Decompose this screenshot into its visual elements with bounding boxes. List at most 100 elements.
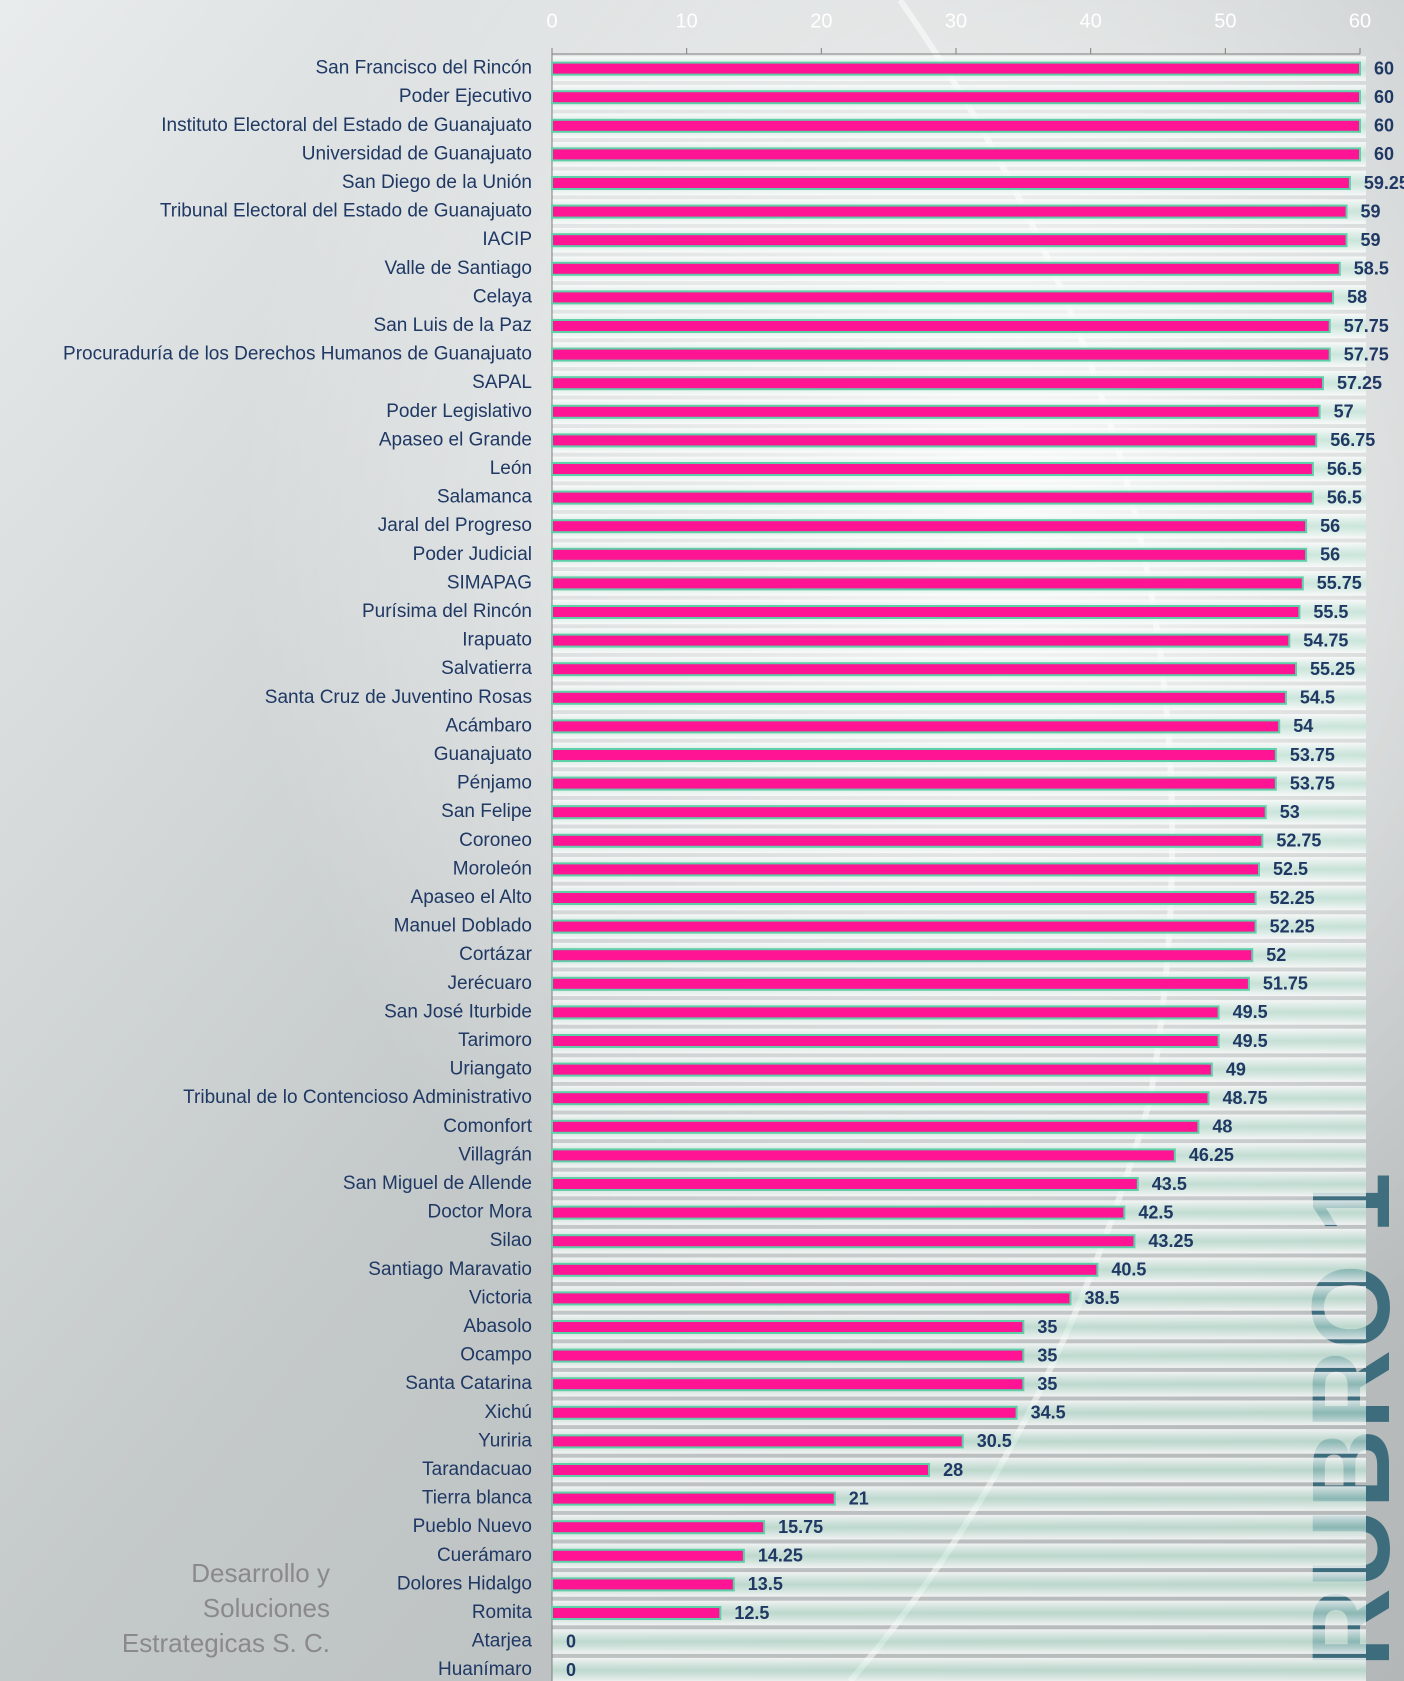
y-tick-label: Cortázar <box>459 944 533 965</box>
bar <box>551 1377 1025 1392</box>
y-tick-label: Silao <box>490 1230 532 1251</box>
value-label: 60 <box>1374 87 1394 107</box>
y-tick-label: Tribunal de lo Contencioso Administrativ… <box>183 1087 532 1108</box>
x-tick-label: 30 <box>945 10 967 32</box>
logo-line: Soluciones <box>203 1593 330 1623</box>
bar <box>551 662 1298 677</box>
value-label: 53.75 <box>1290 745 1335 765</box>
y-tick-label: Moroleón <box>453 858 532 879</box>
bar <box>551 1148 1176 1163</box>
y-tick-label: San Diego de la Unión <box>342 172 532 193</box>
y-tick-label: Instituto Electoral del Estado de Guanaj… <box>161 115 532 136</box>
value-label: 55.75 <box>1317 573 1362 593</box>
y-tick-label: SAPAL <box>472 372 532 393</box>
y-tick-label: Atarjea <box>472 1631 533 1652</box>
value-label: 56.5 <box>1327 487 1362 507</box>
bar <box>551 404 1321 419</box>
bar <box>551 376 1324 391</box>
value-label: 57 <box>1334 402 1354 422</box>
y-tick-label: Manuel Doblado <box>394 916 532 937</box>
bar <box>551 1577 735 1592</box>
y-tick-label: Procuraduría de los Derechos Humanos de … <box>63 344 532 365</box>
y-tick-label: IACIP <box>482 229 532 250</box>
bar <box>551 605 1301 619</box>
bar <box>551 805 1267 820</box>
y-tick-label: Salvatierra <box>441 658 532 679</box>
y-tick-label: Tribunal Electoral del Estado de Guanaju… <box>160 201 532 222</box>
y-tick-label: Romita <box>472 1602 533 1623</box>
x-tick-label: 40 <box>1080 10 1102 32</box>
row-band <box>552 1629 1366 1654</box>
value-label: 60 <box>1374 116 1394 136</box>
bar <box>551 1062 1213 1077</box>
value-label: 53.75 <box>1290 773 1335 793</box>
bar <box>551 1405 1018 1420</box>
value-label: 55.5 <box>1313 602 1348 622</box>
bar <box>551 1434 964 1449</box>
y-tick-label: San José Iturbide <box>384 1001 532 1022</box>
y-tick-label: Comonfort <box>443 1116 532 1137</box>
bar <box>551 233 1348 248</box>
y-tick-label: Xichú <box>484 1402 532 1423</box>
y-tick-label: Yuriria <box>478 1430 532 1451</box>
bar <box>551 1177 1139 1191</box>
y-tick-label: Coroneo <box>459 830 532 851</box>
y-tick-label: Poder Judicial <box>413 544 532 565</box>
bar <box>551 290 1335 305</box>
value-label: 55.25 <box>1310 659 1355 679</box>
y-tick-label: Santa Catarina <box>405 1373 532 1394</box>
value-label: 59 <box>1361 201 1381 221</box>
logo-line: Estrategicas S. C. <box>122 1628 330 1658</box>
y-tick-label: Santa Cruz de Juventino Rosas <box>265 687 532 708</box>
value-label: 0 <box>566 1631 576 1651</box>
y-tick-label: Doctor Mora <box>427 1202 532 1223</box>
logo-line: Desarrollo y <box>191 1558 330 1588</box>
y-tick-label: San Francisco del Rincón <box>316 58 533 79</box>
y-tick-label: Apaseo el Alto <box>411 887 532 908</box>
y-tick-label: Uriangato <box>450 1059 532 1080</box>
value-label: 56 <box>1320 516 1340 536</box>
value-label: 38.5 <box>1084 1288 1119 1308</box>
value-label: 60 <box>1374 58 1394 78</box>
bar <box>551 948 1254 963</box>
value-label: 35 <box>1037 1374 1057 1394</box>
value-label: 51.75 <box>1263 974 1308 994</box>
bar <box>551 261 1341 276</box>
y-tick-label: Pénjamo <box>457 773 532 794</box>
y-tick-label: Celaya <box>473 286 533 307</box>
value-label: 46.25 <box>1189 1145 1234 1165</box>
y-tick-label: San Felipe <box>441 801 532 822</box>
y-tick-label: SIMAPAG <box>447 572 532 593</box>
value-label: 15.75 <box>778 1517 823 1537</box>
y-tick-label: Purísima del Rincón <box>362 601 532 622</box>
bar <box>551 204 1348 219</box>
bar <box>551 748 1277 762</box>
value-label: 49.5 <box>1233 1031 1268 1051</box>
bar <box>551 147 1361 162</box>
value-label: 54.75 <box>1303 630 1348 650</box>
value-label: 56.5 <box>1327 459 1362 479</box>
bar <box>551 490 1314 505</box>
y-tick-label: Santiago Maravatio <box>368 1259 532 1280</box>
bar <box>551 891 1257 905</box>
bar <box>551 61 1361 76</box>
y-tick-label: Dolores Hidalgo <box>397 1573 532 1594</box>
bar <box>551 919 1257 934</box>
value-label: 54.5 <box>1300 688 1335 708</box>
bar <box>551 1262 1099 1277</box>
value-label: 43.5 <box>1152 1174 1187 1194</box>
x-tick-label: 20 <box>810 10 832 32</box>
bar <box>551 862 1260 877</box>
y-tick-label: San Luis de la Paz <box>374 315 532 336</box>
value-label: 52 <box>1266 945 1286 965</box>
value-label: 14.25 <box>758 1546 803 1566</box>
bar <box>551 1291 1072 1306</box>
bar <box>551 547 1308 562</box>
y-tick-label: Apaseo el Grande <box>379 429 532 450</box>
x-tick-label: 0 <box>546 10 557 32</box>
y-tick-label: Universidad de Guanajuato <box>302 143 532 164</box>
value-label: 30.5 <box>977 1431 1012 1451</box>
value-label: 52.5 <box>1273 859 1308 879</box>
